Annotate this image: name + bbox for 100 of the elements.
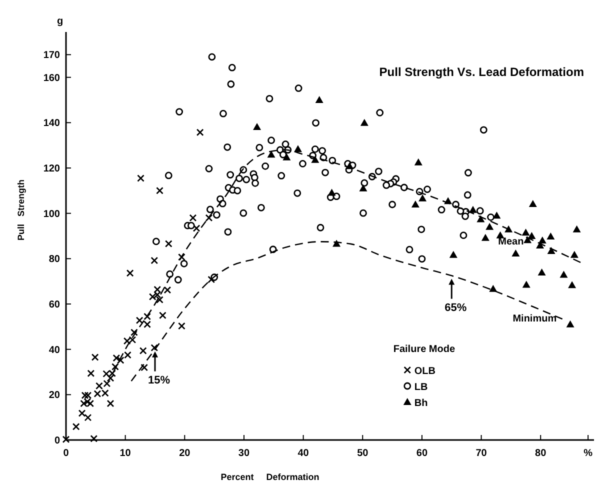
legend-title: Failure Mode (393, 344, 456, 355)
y-tick-label: 0 (54, 436, 60, 446)
y-tick-label: 40 (48, 344, 60, 356)
point (359, 184, 368, 192)
point (112, 363, 119, 370)
point (91, 354, 99, 361)
point (192, 224, 200, 232)
y-tick-label: 160 (43, 72, 60, 84)
point (411, 200, 420, 208)
point (538, 268, 546, 276)
annotation: 15% (148, 374, 170, 386)
point (84, 392, 92, 400)
y-tick-label: 60 (48, 300, 60, 310)
x-tick-label: 40 (298, 448, 310, 459)
point (489, 284, 498, 292)
point (126, 269, 134, 277)
point (87, 370, 95, 378)
point (528, 232, 536, 239)
point (568, 281, 576, 288)
x-tick-label: 60 (416, 448, 428, 459)
point (496, 231, 504, 238)
point (154, 286, 162, 294)
point (492, 212, 501, 219)
legend-label: LB (414, 382, 428, 393)
point (267, 150, 276, 158)
annotation: 65% (444, 302, 467, 314)
point (253, 122, 262, 130)
point (282, 153, 291, 160)
point (315, 96, 324, 103)
point (311, 156, 320, 163)
point (150, 256, 158, 264)
x-tick-label: 50 (357, 448, 369, 459)
x-tick-label: 70 (476, 448, 488, 459)
point (124, 351, 132, 359)
point (156, 186, 164, 194)
y-axis-title: Pull Strength (16, 179, 26, 241)
x-tick-label: 10 (120, 448, 132, 459)
legend-label: OLB (414, 366, 436, 377)
x-tick-label: 30 (238, 448, 250, 459)
point (84, 398, 92, 406)
y-tick-label: 100 (43, 208, 60, 220)
point (140, 364, 148, 372)
point (130, 328, 138, 336)
point (159, 312, 166, 320)
y-tick-label: 170 (43, 50, 60, 62)
point (570, 250, 578, 258)
text: g (56, 16, 64, 27)
x-tick-label: 80 (535, 448, 547, 459)
point (486, 222, 494, 230)
point (566, 320, 574, 328)
x-tick-label: 0 (63, 448, 70, 459)
point (106, 374, 114, 382)
series-label: Minimum (512, 313, 557, 324)
point (528, 200, 537, 208)
series-label: Mean (498, 236, 524, 248)
x-tick-label: % (584, 448, 593, 459)
point (572, 225, 581, 232)
point (62, 436, 70, 444)
point (164, 286, 172, 294)
point (72, 422, 80, 430)
y-tick-label: 140 (43, 118, 60, 130)
y-tick-label: 20 (48, 390, 60, 402)
point (164, 240, 172, 248)
point (481, 234, 490, 241)
point (449, 250, 458, 258)
point (560, 270, 568, 278)
point (205, 214, 213, 222)
point (116, 356, 124, 364)
point (81, 392, 89, 400)
point (78, 410, 86, 417)
point (144, 320, 151, 328)
point (360, 118, 368, 126)
point (178, 253, 186, 261)
point (512, 249, 520, 256)
point (112, 354, 120, 362)
x-axis-title: Percent Deformation (220, 472, 320, 482)
legend-label: Bh (414, 398, 428, 409)
point (208, 276, 216, 284)
y-tick-label: 120 (43, 164, 60, 174)
text: Pull Strength Vs. Lead Deformatiom (379, 65, 584, 79)
point (178, 322, 186, 330)
point (522, 280, 530, 288)
point (144, 312, 151, 320)
point (189, 214, 197, 222)
point (106, 400, 114, 408)
point (90, 434, 98, 442)
point (328, 188, 336, 196)
point (136, 316, 144, 324)
point (84, 414, 92, 422)
point (137, 174, 144, 182)
point (418, 194, 427, 202)
point (150, 344, 158, 352)
point (139, 346, 147, 354)
y-tick-label: 80 (48, 254, 60, 266)
point (414, 158, 422, 166)
point (546, 232, 555, 240)
point (468, 206, 477, 213)
x-tick-label: 20 (179, 448, 191, 459)
point (522, 228, 530, 236)
point (196, 128, 204, 136)
